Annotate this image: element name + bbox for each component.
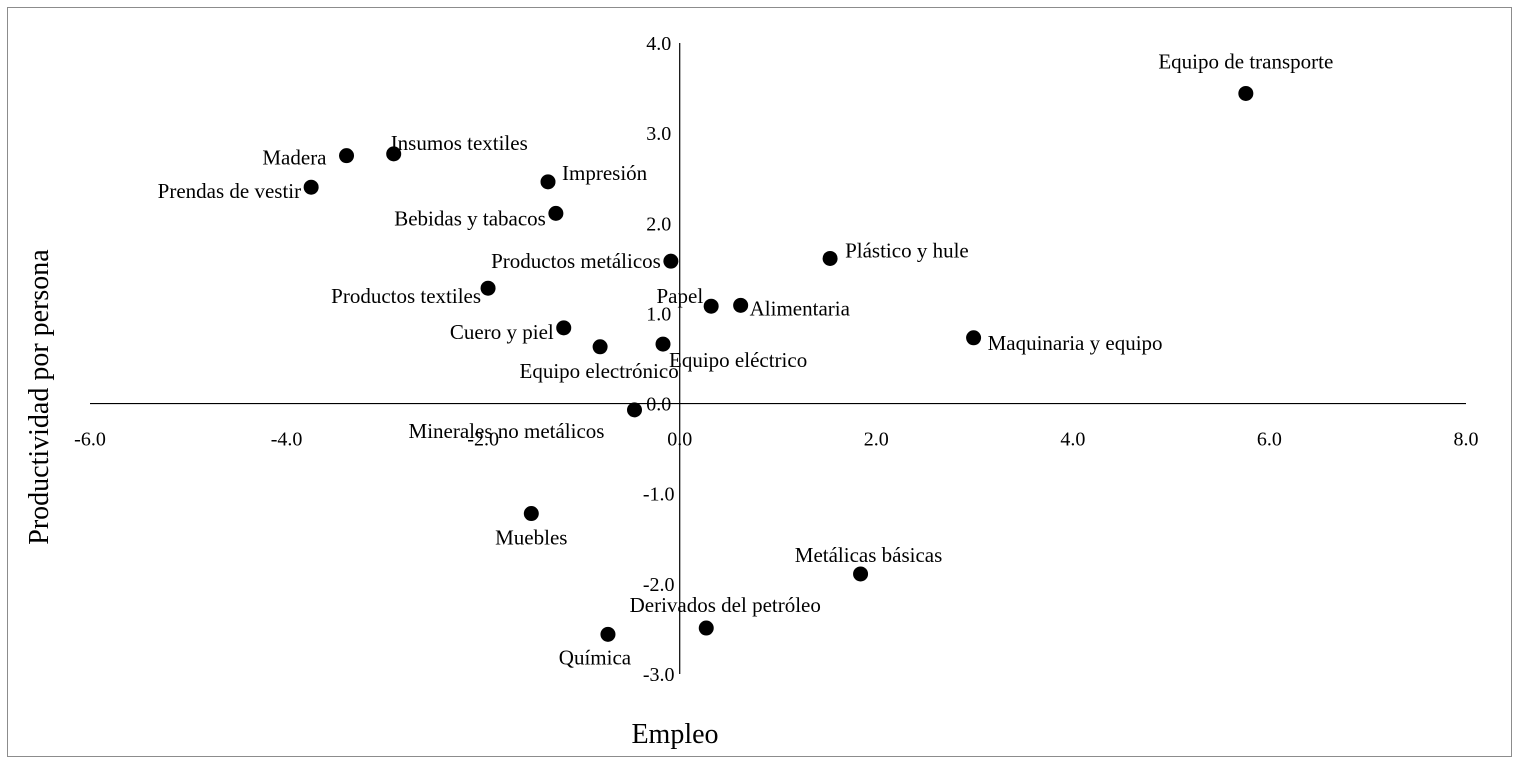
y-tick-label: 0.0: [646, 394, 671, 416]
y-tick-label: 1.0: [646, 303, 671, 325]
y-tick-label: -2.0: [643, 574, 675, 596]
scatter-point: [523, 506, 539, 522]
point-labels: Equipo de transporte Madera Insumos textil…: [158, 49, 1334, 669]
point-label: Productos metálicos: [491, 249, 661, 273]
point-label: Cuero y piel: [450, 320, 554, 344]
scatter-point: [655, 336, 671, 352]
point-label: Insumos textiles: [391, 131, 528, 155]
scatter-point: [386, 146, 402, 162]
y-tick-labels: 4.0 3.0 2.0 1.0 0.0 -1.0 -2.0 -3.0: [643, 33, 675, 686]
point-label: Papel: [657, 284, 704, 308]
point-label: Metálicas básicas: [795, 543, 943, 567]
point-label: Equipo eléctrico: [669, 348, 807, 372]
scatter-point: [698, 620, 714, 636]
scatter-point: [627, 402, 643, 418]
scatter-point: [600, 626, 616, 642]
scatter-point: [480, 280, 496, 296]
y-tick-label: 2.0: [646, 213, 671, 235]
x-tick-label: -2.0: [467, 429, 499, 451]
point-label: Química: [559, 645, 632, 669]
point-label: Productos textiles: [331, 284, 481, 308]
scatter-point: [303, 179, 319, 195]
point-label: Derivados del petróleo: [630, 593, 821, 617]
point-label: Madera: [262, 146, 327, 170]
axes: [90, 43, 1466, 674]
x-tick-label: 2.0: [864, 429, 889, 451]
scatter-point: [822, 250, 838, 266]
x-tick-labels: -6.0 -4.0 -2.0 0.0 2.0 4.0 6.0 8.0: [74, 429, 1478, 451]
y-tick-label: 4.0: [646, 33, 671, 55]
point-label: Maquinaria y equipo: [988, 331, 1163, 355]
y-tick-label: 3.0: [646, 123, 671, 145]
point-label: Impresión: [562, 161, 648, 185]
data-points: [303, 85, 1254, 642]
point-label: Equipo electrónico: [520, 359, 679, 383]
x-tick-label: -6.0: [74, 429, 106, 451]
scatter-point: [592, 339, 608, 355]
y-tick-label: -3.0: [643, 664, 675, 686]
scatter-point: [703, 298, 719, 314]
x-axis-title: Empleo: [631, 719, 718, 750]
point-label: Prendas de vestir: [158, 179, 301, 203]
scatter-point: [339, 148, 355, 164]
point-label: Equipo de transporte: [1158, 49, 1333, 73]
y-axis-title: Productividad por persona: [24, 249, 55, 545]
point-label: Bebidas y tabacos: [394, 206, 546, 230]
point-label: Alimentaria: [750, 296, 851, 320]
scatter-point: [733, 297, 749, 313]
x-tick-label: -4.0: [271, 429, 303, 451]
x-tick-label: 0.0: [667, 429, 692, 451]
scatter-point: [540, 174, 556, 190]
x-tick-label: 4.0: [1060, 429, 1085, 451]
scatter-point: [556, 320, 572, 336]
chart-frame: [7, 7, 1512, 757]
point-label: Muebles: [495, 526, 567, 550]
scatter-point: [1238, 85, 1254, 101]
x-tick-label: 8.0: [1454, 429, 1479, 451]
scatter-point: [966, 330, 982, 346]
scatter-point: [853, 566, 869, 582]
point-label: Plástico y hule: [845, 238, 969, 262]
point-label: Minerales no metálicos: [409, 419, 605, 443]
scatter-point: [548, 205, 564, 221]
scatter-point: [663, 253, 679, 269]
y-tick-label: -1.0: [643, 484, 675, 506]
x-tick-label: 6.0: [1257, 429, 1282, 451]
